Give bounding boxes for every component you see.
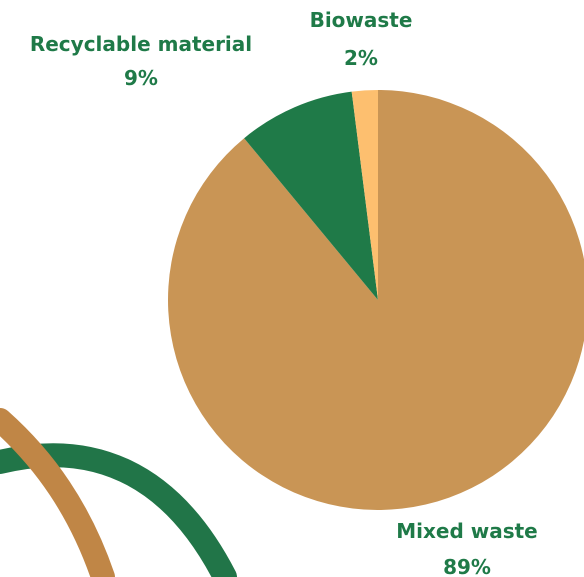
decorative-green-arc xyxy=(0,443,237,577)
label-recyclable-value: 9% xyxy=(124,66,158,90)
pie-slice-mixed-waste xyxy=(168,90,584,510)
label-mixed-value: 89% xyxy=(443,555,491,577)
decorative-brown-arc xyxy=(0,408,115,577)
label-biowaste-value: 2% xyxy=(344,46,378,70)
pie-slice-recyclable-material xyxy=(244,91,378,300)
pie-slice-biowaste xyxy=(351,90,378,300)
label-biowaste-name: Biowaste xyxy=(310,8,413,32)
label-mixed-name: Mixed waste xyxy=(396,519,538,543)
label-recyclable-name: Recyclable material xyxy=(30,32,252,56)
pie-slices xyxy=(168,90,584,510)
